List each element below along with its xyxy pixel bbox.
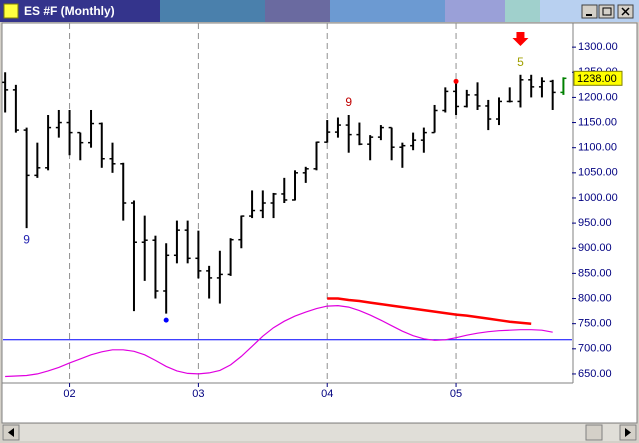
y-tick-label: 950.00 <box>578 217 612 229</box>
y-tick-label: 750.00 <box>578 318 612 330</box>
indicator-line <box>5 304 553 378</box>
window-buttons <box>581 4 634 19</box>
annotation: 5 <box>517 55 524 69</box>
last-price-label: 1238.00 <box>577 73 617 85</box>
title-bar <box>330 0 445 22</box>
window-title: ES #F (Monthly) <box>24 4 115 18</box>
window-icon <box>3 3 19 19</box>
title-bar <box>160 0 265 22</box>
title-bar <box>505 0 540 22</box>
signal-dot <box>163 317 169 323</box>
x-tick-label: 03 <box>192 388 204 400</box>
y-tick-label: 1000.00 <box>578 192 618 204</box>
arrow-icon <box>8 428 14 437</box>
annotation: 9 <box>23 232 30 246</box>
indicator-line <box>327 297 532 325</box>
title-bar <box>0 0 160 22</box>
scrollbar <box>2 424 637 441</box>
y-tick-label: 850.00 <box>578 267 612 279</box>
y-tick-label: 1050.00 <box>578 167 618 179</box>
x-tick-label: 04 <box>321 388 333 400</box>
y-tick-label: 650.00 <box>578 368 612 380</box>
y-tick-label: 800.00 <box>578 292 612 304</box>
signal-dot <box>453 78 459 84</box>
close-icon <box>621 7 630 16</box>
y-tick-label: 1100.00 <box>578 142 617 154</box>
title-bar <box>445 0 505 22</box>
annotation: 9 <box>345 95 352 109</box>
title-bar <box>265 0 330 22</box>
minimize-button[interactable] <box>581 4 598 19</box>
maximize-icon <box>602 7 612 16</box>
maximize-button[interactable] <box>598 4 615 19</box>
scroll-thumb[interactable] <box>585 424 603 441</box>
scrollbar-track[interactable] <box>2 424 637 441</box>
y-tick-label: 1200.00 <box>578 91 618 103</box>
y-tick-label: 900.00 <box>578 242 612 254</box>
x-tick-label: 02 <box>63 388 75 400</box>
y-tick-label: 1300.00 <box>578 41 618 53</box>
y-tick-label: 1150.00 <box>578 116 617 128</box>
x-tick-label: 05 <box>450 388 462 400</box>
last-price-box <box>573 70 623 86</box>
signal-arrow <box>512 32 529 46</box>
y-tick-label: 700.00 <box>578 343 612 355</box>
arrow-icon <box>625 428 631 437</box>
